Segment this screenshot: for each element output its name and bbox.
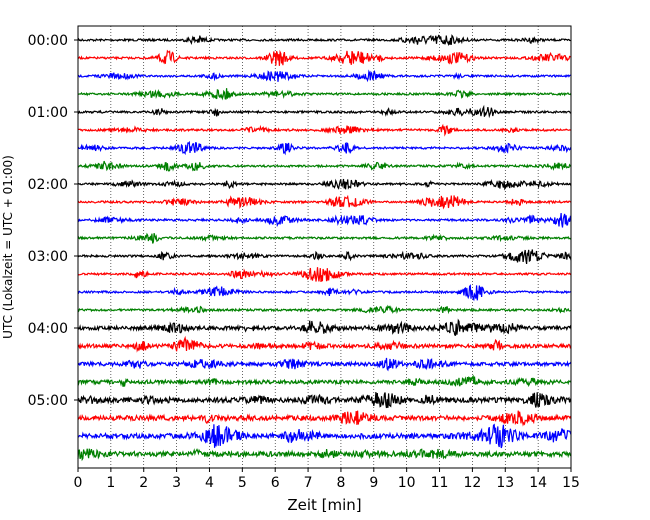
x-tick-label: 4: [205, 475, 214, 491]
seismic-trace: [77, 232, 572, 244]
seismic-trace: [77, 318, 572, 336]
seismic-trace: [77, 374, 572, 388]
x-tick-label: 11: [431, 475, 449, 491]
x-tick-label: 12: [463, 475, 481, 491]
x-tick-label: 8: [336, 475, 345, 491]
seismic-trace: [77, 357, 572, 372]
seismic-trace: [77, 249, 572, 264]
x-tick-label: 13: [496, 475, 514, 491]
seismic-trace: [77, 410, 572, 427]
seismic-trace: [77, 69, 571, 83]
seismic-trace: [77, 178, 572, 191]
seismic-trace: [77, 49, 571, 66]
x-tick-label: 7: [304, 475, 313, 491]
seismic-trace: [77, 34, 572, 47]
y-tick-label: 00:00: [28, 33, 68, 49]
seismic-trace: [77, 88, 572, 101]
seismic-trace: [78, 123, 572, 137]
x-tick-label: 6: [271, 475, 280, 491]
x-tick-label: 0: [74, 475, 83, 491]
y-tick-label: 05:00: [28, 393, 68, 409]
seismic-trace: [77, 304, 572, 315]
y-tick-label: 01:00: [28, 105, 68, 121]
x-tick-label: 14: [529, 475, 547, 491]
trace-group: [77, 34, 572, 462]
seismic-trace: [77, 335, 572, 353]
y-axis: 00:00 01:00 02:00 03:00 04:00 05:00: [28, 33, 78, 409]
seismic-trace: [77, 194, 572, 210]
x-tick-label: 10: [398, 475, 416, 491]
y-tick-label: 03:00: [28, 249, 68, 265]
x-tick-label: 5: [238, 475, 247, 491]
seismic-trace: [77, 140, 572, 156]
seismic-trace: [77, 104, 572, 119]
y-tick-label: 04:00: [28, 321, 68, 337]
seismic-trace: [77, 212, 572, 228]
seismic-trace: [77, 160, 572, 172]
x-tick-label: 3: [172, 475, 181, 491]
seismic-trace: [77, 448, 571, 462]
y-axis-label: UTC (Lokalzeit = UTC + 01:00): [1, 155, 15, 339]
x-tick-label: 9: [369, 475, 378, 491]
seismic-trace: [77, 392, 572, 409]
seismic-trace: [77, 267, 572, 283]
x-axis: 0 1 2 3 4 5 6 7 8 9 10 11 12 13 14 15: [74, 468, 580, 491]
x-tick-label: 15: [562, 475, 580, 491]
seismic-trace: [77, 284, 572, 302]
x-axis-label: Zeit [min]: [287, 496, 361, 514]
plot-frame: [77, 25, 572, 469]
y-tick-label: 02:00: [28, 177, 68, 193]
seismic-trace: [77, 423, 572, 449]
x-tick-label: 1: [106, 475, 115, 491]
x-tick-label: 2: [139, 475, 148, 491]
